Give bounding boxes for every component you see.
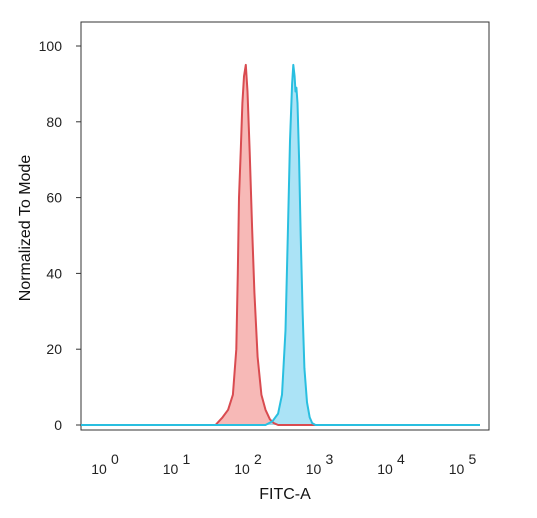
x-tick-label: 100 <box>91 451 119 477</box>
y-axis-title: Normalized To Mode <box>17 155 34 302</box>
series-layer <box>81 63 480 426</box>
x-tick-exponent: 2 <box>254 451 262 467</box>
y-tick-label: 60 <box>46 190 62 206</box>
x-tick-exponent: 3 <box>326 451 334 467</box>
x-tick-base: 10 <box>163 461 179 477</box>
x-tick-label: 103 <box>306 451 334 477</box>
x-tick-base: 10 <box>306 461 322 477</box>
y-tick-label: 80 <box>46 114 62 130</box>
y-tick-label: 20 <box>46 341 62 357</box>
x-tick-label: 101 <box>163 451 191 477</box>
x-tick-exponent: 5 <box>469 451 477 467</box>
x-tick-exponent: 4 <box>397 451 405 467</box>
x-tick-base: 10 <box>377 461 393 477</box>
x-tick-base: 10 <box>234 461 250 477</box>
x-tick-exponent: 1 <box>183 451 191 467</box>
series-1-line <box>81 63 480 426</box>
x-tick-label: 105 <box>449 451 477 477</box>
y-tick-label: 100 <box>39 38 63 54</box>
y-tick-label: 0 <box>54 417 62 433</box>
x-tick-base: 10 <box>91 461 107 477</box>
x-tick-exponent: 0 <box>111 451 119 467</box>
x-tick-base: 10 <box>449 461 465 477</box>
series-2-line <box>81 63 480 426</box>
x-tick-label: 104 <box>377 451 405 477</box>
y-tick-label: 40 <box>46 265 62 281</box>
x-tick-label: 102 <box>234 451 262 477</box>
x-axis-title: FITC-A <box>259 486 311 503</box>
y-axis-ticks: 0 20 40 60 80 100 <box>39 38 81 433</box>
